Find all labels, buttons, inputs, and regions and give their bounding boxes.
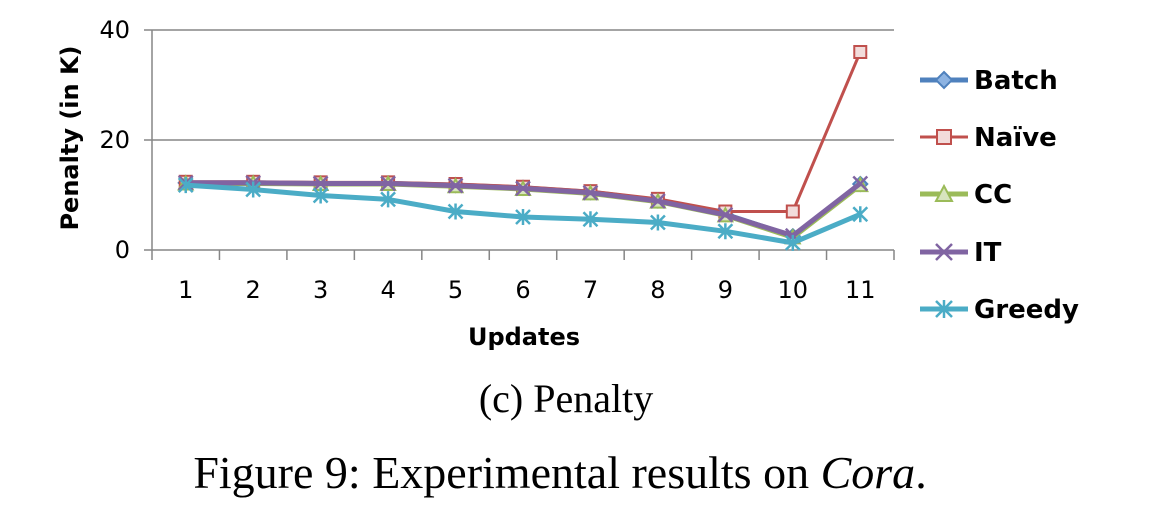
legend-label: CC xyxy=(974,180,1012,210)
marker xyxy=(852,175,869,192)
series-it xyxy=(177,175,869,244)
y-tick-label: 0 xyxy=(115,236,130,264)
x-tick-label: 9 xyxy=(718,276,733,304)
legend-label: Batch xyxy=(974,66,1058,96)
marker xyxy=(447,203,464,220)
marker xyxy=(380,191,396,208)
figure-caption-suffix: . xyxy=(915,447,927,498)
marker xyxy=(934,70,954,90)
y-tick-label: 20 xyxy=(99,126,130,154)
marker xyxy=(177,177,194,194)
gridlines xyxy=(152,29,894,141)
marker xyxy=(936,129,952,145)
x-tick-label: 8 xyxy=(650,276,665,304)
marker xyxy=(934,183,954,202)
legend-item: IT xyxy=(920,238,1002,268)
marker xyxy=(717,223,734,240)
axes xyxy=(144,29,895,260)
series-group xyxy=(177,45,869,251)
marker xyxy=(650,193,666,209)
x-tick-label: 2 xyxy=(246,276,261,304)
marker xyxy=(582,184,599,201)
legend-label: Greedy xyxy=(974,295,1079,325)
marker xyxy=(717,206,734,223)
x-tick-label: 11 xyxy=(845,276,876,304)
marker xyxy=(785,204,800,219)
figure-caption: Figure 9: Experimental results on Cora. xyxy=(193,447,926,498)
y-tick-label: 40 xyxy=(99,16,130,44)
y-axis-label: Penalty (in K) xyxy=(56,45,84,230)
series-greedy xyxy=(177,177,869,251)
x-tick-label: 10 xyxy=(778,276,809,304)
legend-label: IT xyxy=(974,238,1002,268)
figure-caption-italic: Cora xyxy=(821,447,916,498)
marker xyxy=(935,243,953,261)
marker xyxy=(515,180,531,197)
x-axis-label: Updates xyxy=(468,323,580,351)
marker xyxy=(784,234,801,251)
legend-label: Naïve xyxy=(974,123,1057,153)
x-tick-label: 7 xyxy=(583,276,598,304)
marker xyxy=(515,209,531,225)
marker xyxy=(447,177,464,194)
marker xyxy=(650,214,666,231)
marker xyxy=(935,300,953,318)
legend-item: Naïve xyxy=(920,123,1057,153)
marker xyxy=(312,187,329,204)
x-tick-label: 4 xyxy=(380,276,395,304)
legend-item: Greedy xyxy=(920,295,1079,325)
subfigure-caption: (c) Penalty xyxy=(479,376,653,421)
x-tick-label: 1 xyxy=(178,276,193,304)
legend: Batch Naïve CC IT Greedy xyxy=(920,66,1079,325)
marker xyxy=(380,175,396,192)
x-tick-label: 3 xyxy=(313,276,328,304)
x-tick-label: 6 xyxy=(515,276,530,304)
tick-labels: 0 20 40 1 2 3 4 5 6 7 8 9 10 11 xyxy=(99,16,875,304)
figure-caption-prefix: Figure 9: Experimental results on xyxy=(193,447,820,498)
marker xyxy=(853,45,868,59)
x-tick-label: 5 xyxy=(448,276,463,304)
marker xyxy=(312,175,329,192)
legend-item: Batch xyxy=(920,66,1058,96)
marker xyxy=(582,211,599,228)
marker xyxy=(852,206,869,223)
marker xyxy=(245,181,262,198)
legend-item: CC xyxy=(920,180,1012,210)
